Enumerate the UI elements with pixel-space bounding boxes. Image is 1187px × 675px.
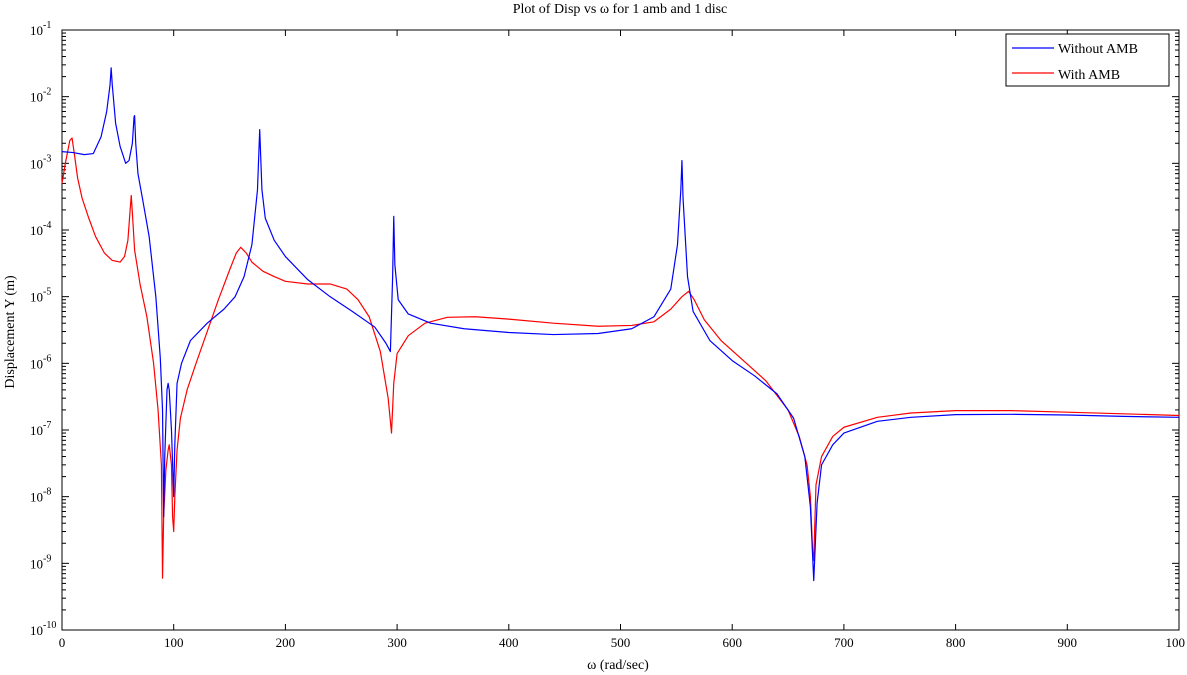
x-axis: 0 100 200 300 400 500 600 700 800 900 100 (59, 30, 1185, 650)
x-tick-label: 600 (722, 635, 742, 650)
legend-label-with-amb: With AMB (1058, 68, 1120, 83)
series-layer (61, 67, 1180, 582)
y-tick-label: 10-3 (30, 153, 51, 171)
y-tick-label: 10-5 (30, 287, 51, 305)
x-tick-label: 400 (499, 635, 519, 650)
y-tick-label: 10-8 (30, 487, 51, 505)
x-tick-label: 100 (164, 635, 184, 650)
y-tick-label: 10-7 (30, 420, 51, 438)
x-tick-label: 0 (59, 635, 66, 650)
y-tick-label: 10-1 (30, 20, 51, 38)
legend-label-without-amb: Without AMB (1058, 42, 1138, 57)
legend-box (1005, 33, 1170, 87)
x-tick-label: 300 (387, 635, 407, 650)
y-tick-label: 10-2 (30, 87, 51, 105)
x-tick-label: 800 (946, 635, 966, 650)
y-axis-label: Displacement Y (m) (3, 275, 18, 389)
chart-title: Plot of Disp vs ω for 1 amb and 1 disc (513, 2, 728, 17)
y-tick-label: 10-4 (30, 220, 51, 238)
legend: Without AMB With AMB (1005, 33, 1170, 87)
x-tick-label: 700 (834, 635, 854, 650)
series-line-without-amb (61, 67, 1180, 582)
x-tick-label: 900 (1058, 635, 1078, 650)
x-tick-label: 200 (276, 635, 296, 650)
y-tick-label: 10-9 (30, 553, 51, 571)
x-tick-label: 500 (611, 635, 631, 650)
x-tick-label: 100 (1166, 635, 1186, 650)
x-axis-label: ω (rad/sec) (587, 658, 649, 673)
y-tick-label: 10-10 (30, 620, 56, 638)
y-tick-label: 10-6 (30, 353, 51, 371)
